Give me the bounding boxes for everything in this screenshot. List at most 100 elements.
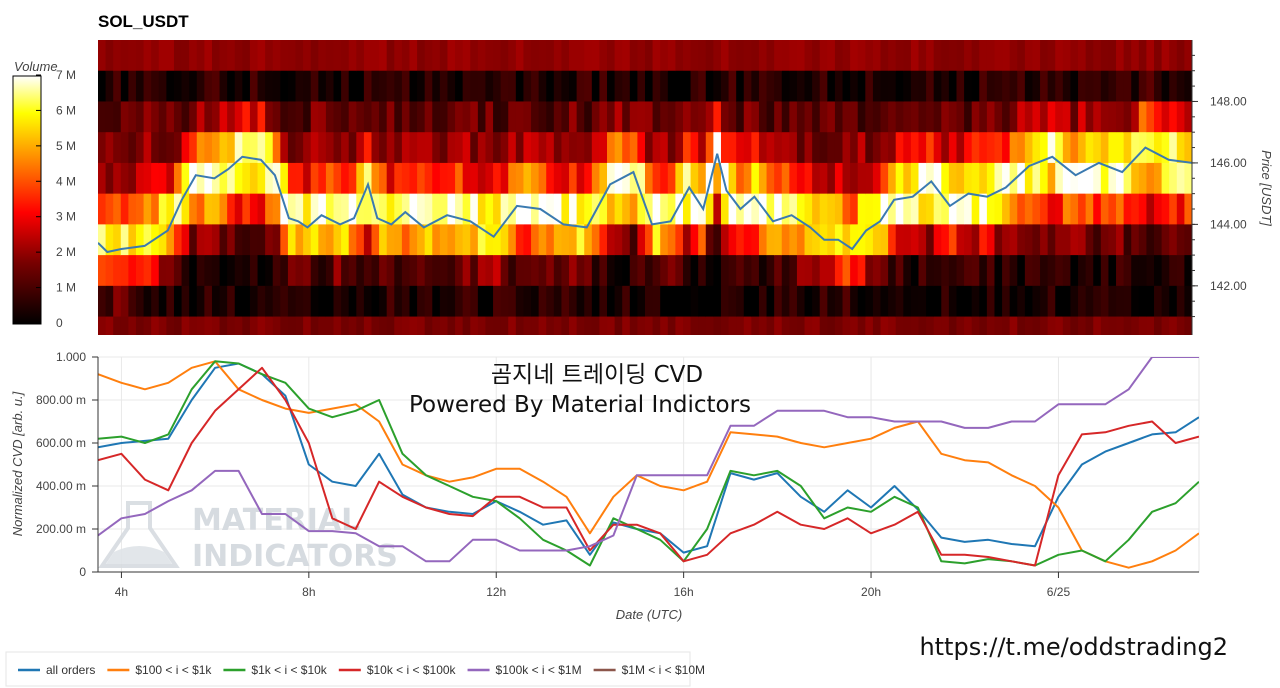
heatmap-cell <box>371 285 380 318</box>
heatmap-cell <box>531 224 540 256</box>
heatmap-cell <box>736 162 745 195</box>
heatmap-cell <box>1123 224 1132 256</box>
telegram-url[interactable]: https://t.me/oddstrading2 <box>919 633 1228 661</box>
heatmap-cell <box>1085 70 1094 103</box>
heatmap-cell <box>166 316 175 335</box>
heatmap-cell <box>356 193 365 225</box>
heatmap-cell <box>379 70 388 103</box>
heatmap-cell <box>1154 70 1163 103</box>
heatmap-cell <box>971 224 980 256</box>
heatmap-cell <box>682 132 692 164</box>
heatmap-cell <box>1176 101 1186 133</box>
heatmap-cell <box>287 285 297 318</box>
heatmap-cell <box>1093 285 1102 318</box>
heatmap-cell <box>508 70 517 103</box>
heatmap-cell <box>249 255 259 287</box>
heatmap-cell <box>599 40 608 72</box>
heatmap-cell <box>348 193 357 225</box>
heatmap-cell <box>774 255 783 287</box>
heatmap-cell <box>660 285 669 318</box>
heatmap-cell <box>325 162 335 195</box>
heatmap-cell <box>219 285 228 318</box>
heatmap-cell <box>1032 162 1041 195</box>
heatmap-cell <box>698 224 707 256</box>
heatmap-cell <box>1047 70 1056 103</box>
heatmap-cell <box>994 132 1003 164</box>
heatmap-cell <box>333 162 342 195</box>
heatmap-cell <box>272 285 281 318</box>
heatmap-cell <box>173 132 183 164</box>
heatmap-cell <box>736 316 745 335</box>
heatmap-cell <box>113 101 122 133</box>
legend-item-5[interactable]: $1M < i < $10M <box>593 663 705 677</box>
heatmap-cell <box>424 285 433 318</box>
heatmap-cell <box>1093 255 1102 287</box>
heatmap-cell <box>531 101 540 133</box>
heatmap-cell <box>1123 255 1132 287</box>
heatmap-cell <box>933 101 942 133</box>
heatmap-cell <box>758 40 768 72</box>
heatmap-cell <box>1047 193 1056 225</box>
heatmap-cell <box>128 255 137 287</box>
heatmap-cell <box>470 285 479 318</box>
legend-item-0[interactable]: all orders <box>18 663 95 677</box>
heatmap-cell <box>394 316 403 335</box>
heatmap-cell <box>1108 101 1117 133</box>
heatmap-cell <box>143 40 152 72</box>
heatmap-cell <box>1055 255 1064 287</box>
heatmap-cell <box>1024 101 1034 133</box>
legend-item-4[interactable]: $100k < i < $1M <box>467 663 582 677</box>
heatmap-cell <box>1040 285 1049 318</box>
heatmap-cell <box>910 316 920 335</box>
heatmap-cell <box>1017 316 1026 335</box>
heatmap-cell <box>910 255 920 287</box>
heatmap-cell <box>1108 132 1117 164</box>
heatmap-cell <box>379 224 388 256</box>
heatmap-cell <box>964 70 973 103</box>
heatmap-cell <box>872 162 882 195</box>
heatmap-cell <box>751 224 760 256</box>
heatmap-cell <box>1100 285 1110 318</box>
heatmap-cell <box>424 224 433 256</box>
heatmap-cell <box>356 224 365 256</box>
heatmap-cell <box>1062 224 1072 256</box>
heatmap-cell <box>1032 224 1041 256</box>
heatmap-cell <box>660 40 669 72</box>
heatmap-cell <box>1017 285 1026 318</box>
heatmap-cell <box>105 316 114 335</box>
heatmap-cell <box>675 224 684 256</box>
heatmap-cell <box>462 285 471 318</box>
heatmap-cell <box>401 101 411 133</box>
heatmap-cell <box>1108 316 1117 335</box>
heatmap-cell <box>333 40 342 72</box>
legend-item-3[interactable]: $10k < i < $100k <box>338 663 457 677</box>
heatmap-cell <box>325 40 335 72</box>
heatmap-cell <box>1024 285 1034 318</box>
heatmap-cell <box>1108 193 1117 225</box>
heatmap-cell <box>462 101 471 133</box>
heatmap-cell <box>493 40 502 72</box>
heatmap-cell <box>1116 70 1125 103</box>
heatmap-cell <box>181 193 190 225</box>
heatmap-cell <box>986 70 996 103</box>
legend-item-2[interactable]: $1k < i < $10k <box>223 663 328 677</box>
heatmap-cell <box>652 255 661 287</box>
heatmap-cell <box>417 162 426 195</box>
heatmap-cell <box>569 316 578 335</box>
heatmap-cell <box>591 70 601 103</box>
heatmap-cell <box>622 70 631 103</box>
heatmap-cell <box>682 162 692 195</box>
heatmap-cell <box>447 70 456 103</box>
heatmap-cell <box>189 132 198 164</box>
heatmap-cell <box>394 193 403 225</box>
heatmap-cell <box>720 132 730 164</box>
heatmap-cell <box>432 162 441 195</box>
heatmap-cell <box>151 285 160 318</box>
heatmap-cell <box>508 40 517 72</box>
heatmap-cell <box>561 101 570 133</box>
heatmap-cell <box>1055 40 1064 72</box>
heatmap-cell <box>1169 40 1178 72</box>
legend-item-1[interactable]: $100 < i < $1k <box>107 663 212 677</box>
heatmap-cell <box>569 70 578 103</box>
heatmap-cell <box>1161 70 1170 103</box>
